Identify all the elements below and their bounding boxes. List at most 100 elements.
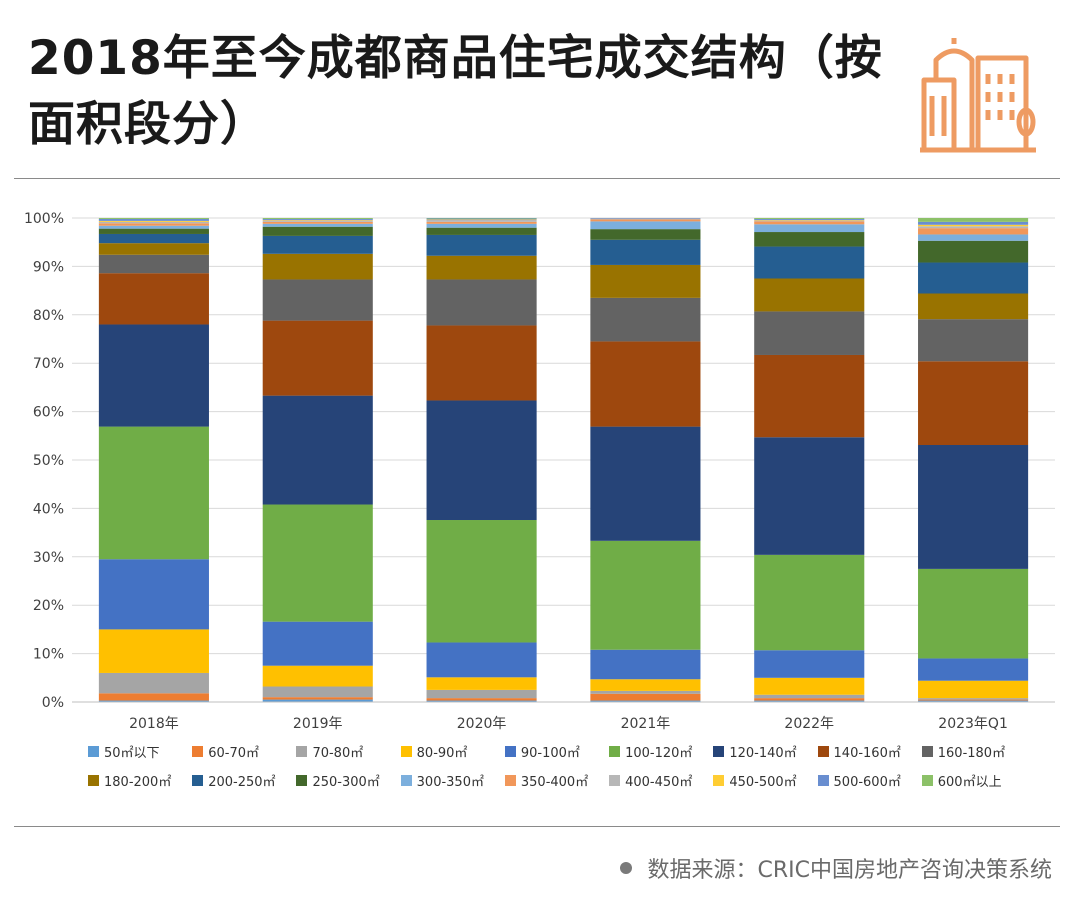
bar-segment (262, 504, 373, 622)
page-title: 2018年至今成都商品住宅成交结构（按面积段分） (28, 31, 883, 152)
legend-item: 90-100㎡ (504, 742, 601, 761)
y-tick-label: 30% (33, 550, 64, 566)
y-tick-label: 50% (33, 453, 64, 469)
bar-segment (918, 698, 1029, 700)
bar-segment (590, 693, 701, 701)
bar-segment (262, 686, 373, 698)
data-source: 数据来源：CRIC中国房地产咨询决策系统 (619, 852, 1053, 884)
y-tick-label: 20% (33, 598, 64, 614)
legend-label: 180-200㎡ (104, 775, 172, 790)
bar-segment (262, 395, 373, 505)
legend-label: 80-90㎡ (416, 746, 468, 761)
legend-label: 60-70㎡ (208, 746, 259, 761)
bar-segment (590, 239, 701, 265)
bar-segment (262, 220, 373, 222)
legend-label: 90-100㎡ (520, 746, 580, 761)
bottom-divider (14, 826, 1060, 827)
top-divider (14, 178, 1060, 179)
y-tick-label: 100% (24, 211, 64, 227)
legend-label: 160-180㎡ (937, 746, 1006, 761)
bar-segment (918, 444, 1029, 569)
bar-segment (98, 218, 209, 219)
bar-segment (426, 219, 537, 222)
bar-segment (754, 650, 865, 678)
bar-segment (754, 311, 865, 355)
bar-segment (590, 426, 701, 541)
x-tick-label: 2019年 (293, 716, 343, 730)
bar-segment (918, 361, 1029, 445)
bar-segment (918, 221, 1029, 225)
x-tick-label: 2020年 (457, 716, 507, 730)
bar-segment (426, 218, 537, 220)
legend-label: 450-500㎡ (729, 775, 797, 790)
bar-segment (590, 341, 701, 427)
bar-segment (98, 225, 209, 229)
legend-swatch (296, 746, 308, 757)
legend-label: 120-140㎡ (729, 746, 797, 761)
bar-segment (754, 232, 865, 247)
bar-segment (262, 697, 373, 700)
legend-swatch (713, 746, 725, 757)
bar-segment (426, 689, 537, 699)
bar-segment (262, 699, 373, 702)
bar-segment (590, 218, 701, 220)
bar-segment (262, 253, 373, 280)
legend-item: 400-450㎡ (609, 771, 705, 790)
data-source-text: 数据来源：CRIC中国房地产咨询决策系统 (647, 858, 1053, 883)
bar-segment (918, 262, 1029, 294)
bar-segment (754, 677, 865, 695)
legend-label: 500-600㎡ (833, 775, 901, 790)
bar-segment (754, 221, 865, 225)
stacked-bar-chart: 0% 10% 20% 30% 40% 50% 60% 70% 80% 90% 100% 2018年 20… (24, 211, 1055, 730)
x-tick-label: 2022年 (784, 716, 834, 730)
legend-swatch (400, 746, 412, 757)
legend-swatch (713, 775, 725, 786)
bar-segment (262, 320, 373, 396)
legend-item: 140-160㎡ (817, 742, 914, 761)
x-tick-label: 2018年 (129, 716, 179, 730)
bar-segment (98, 233, 209, 244)
bar-segment (426, 698, 537, 701)
legend-label: 350-400㎡ (520, 775, 589, 790)
bar-segment (918, 319, 1029, 362)
bar-segment (98, 672, 209, 694)
bar-segment (98, 324, 209, 427)
bar-segment (98, 223, 209, 226)
legend-item: 200-250㎡ (192, 771, 288, 790)
legend-label: 70-80㎡ (312, 746, 364, 761)
x-tick-label: 2021年 (621, 716, 671, 730)
bar-segment (754, 437, 865, 555)
legend-item: 300-350㎡ (400, 771, 497, 790)
bar-segment (426, 221, 537, 224)
legend-swatch (609, 746, 621, 757)
bar-segment (918, 228, 1029, 235)
y-tick-label: 60% (33, 405, 64, 421)
bar-segment (426, 223, 537, 228)
bar-segment (98, 273, 209, 325)
y-tick-label: 40% (33, 501, 64, 517)
legend-label: 200-250㎡ (208, 775, 276, 790)
y-tick-label: 70% (33, 356, 64, 372)
bar-segment (98, 243, 209, 255)
bar-segment (590, 690, 701, 694)
legend-item: 120-140㎡ (713, 742, 809, 761)
bar-segment (590, 297, 701, 342)
bar-segment (754, 354, 865, 438)
legend-swatch (192, 775, 204, 786)
bar-segment (98, 218, 209, 221)
bar-segment (918, 568, 1029, 659)
bar-segment (98, 559, 209, 630)
bar-segment (590, 540, 701, 650)
legend-label: 250-300㎡ (312, 775, 380, 790)
legend-swatch (88, 775, 99, 786)
bar-segment (262, 223, 373, 227)
legend-label: 140-160㎡ (833, 746, 901, 761)
bar-segment (426, 520, 537, 643)
bar-segment (754, 554, 865, 651)
y-tick-label: 80% (33, 308, 64, 324)
bar-segment (262, 226, 373, 236)
legend-swatch (88, 746, 99, 757)
chart-legend: 50㎡以下 60-70㎡ 70-80㎡ 80-90㎡ 90-100㎡ 100-120㎡ 12… (88, 742, 1018, 790)
bar-segment (98, 629, 209, 673)
